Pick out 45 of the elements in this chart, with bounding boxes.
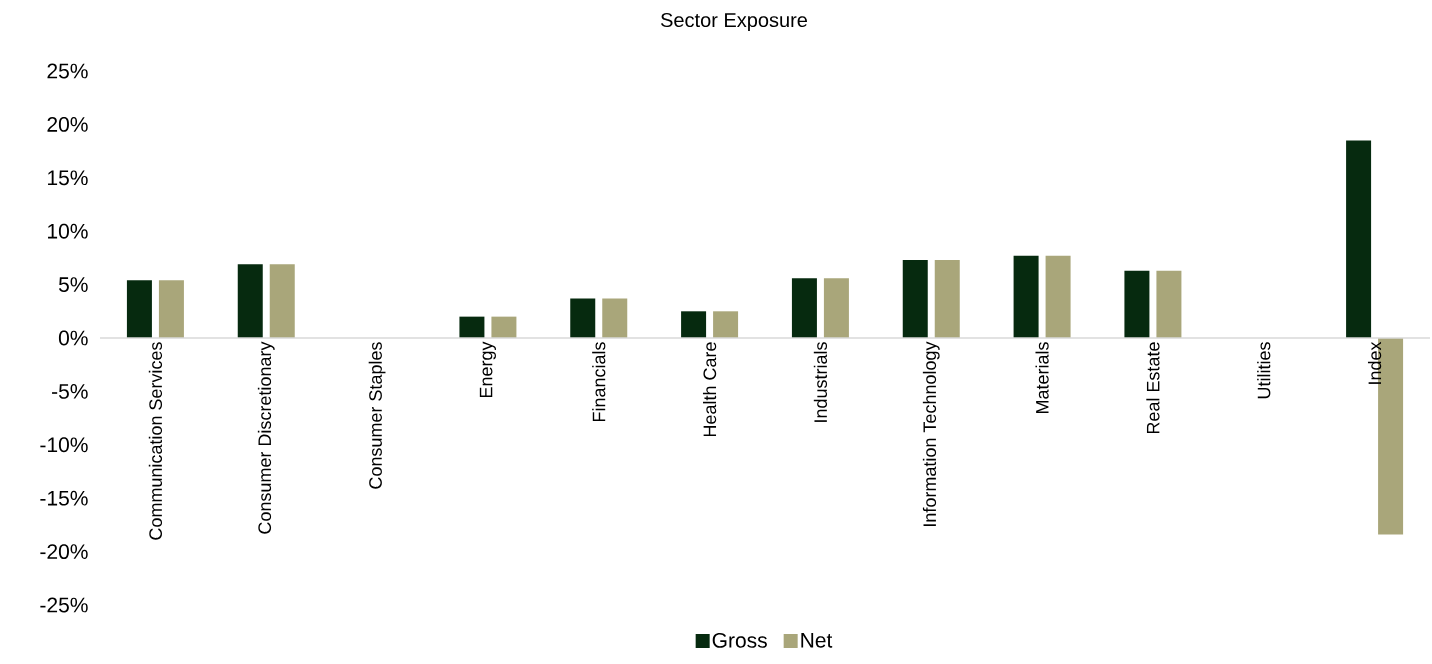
x-tick-label: Information Technology	[922, 341, 940, 526]
bar	[1156, 270, 1182, 338]
bar	[713, 311, 739, 338]
bar	[1045, 255, 1071, 338]
chart-title: Sector Exposure	[660, 12, 808, 32]
bar	[823, 278, 849, 338]
y-tick-label: 15%	[48, 170, 88, 186]
x-tick-label: Industrials	[813, 342, 828, 422]
bar	[491, 316, 517, 338]
x-tick-label: Health Care	[702, 342, 717, 437]
x-tick-label: Real Estate	[1146, 342, 1160, 434]
bar	[791, 278, 817, 338]
x-tick-label: Financials	[592, 342, 606, 422]
bar	[126, 280, 152, 338]
legend-label: Net	[801, 633, 833, 648]
x-tick-label: Materials	[1035, 342, 1049, 414]
y-tick-label: 0%	[58, 330, 88, 346]
x-tick-label: Energy	[479, 341, 496, 398]
bar	[681, 311, 707, 338]
y-tick-label: 5%	[58, 277, 88, 292]
bar	[1013, 255, 1039, 338]
bar	[570, 298, 596, 338]
bar	[158, 280, 184, 338]
y-tick-label: 10%	[48, 223, 88, 239]
x-tick-label: Consumer Staples	[368, 342, 386, 489]
y-tick-label: 20%	[47, 116, 88, 132]
legend-label: Gross	[712, 632, 767, 648]
bar	[602, 298, 628, 338]
y-tick-label: -25%	[40, 597, 88, 613]
bar	[934, 260, 960, 338]
bar	[237, 264, 263, 338]
x-tick-label: Index	[1367, 341, 1382, 384]
bar	[1124, 270, 1150, 338]
bar	[459, 316, 485, 338]
y-tick-label: 25%	[47, 63, 88, 79]
x-tick-label: Consumer Discretionary	[257, 341, 275, 534]
y-tick-label: -20%	[40, 544, 88, 560]
bar	[269, 264, 295, 338]
bar	[1346, 140, 1372, 338]
x-tick-label: Utilities	[1257, 342, 1271, 399]
y-tick-label: -5%	[52, 384, 88, 399]
y-tick-label: -10%	[40, 437, 88, 453]
x-tick-label: Communication Services	[148, 342, 163, 540]
bar	[902, 260, 928, 338]
y-tick-label: -15%	[40, 490, 88, 506]
